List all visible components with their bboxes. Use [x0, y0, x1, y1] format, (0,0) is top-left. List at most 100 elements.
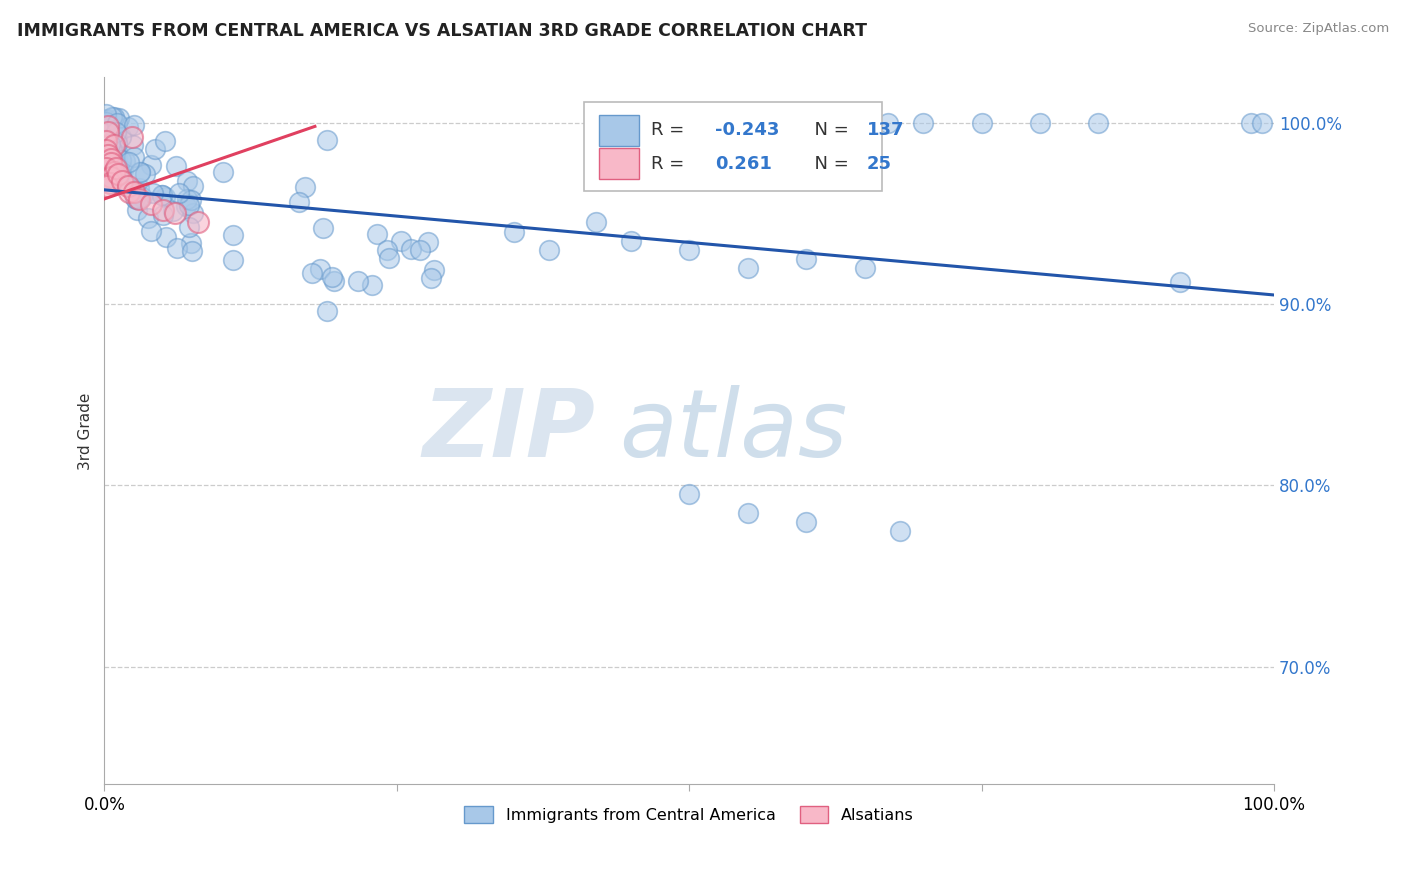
Point — [420, 271, 443, 285]
Point — [122, 118, 145, 132]
Point — [180, 193, 202, 207]
Y-axis label: 3rd Grade: 3rd Grade — [79, 392, 93, 469]
Point — [103, 153, 125, 168]
Point — [1251, 116, 1274, 130]
Point — [312, 220, 335, 235]
Text: Source: ZipAtlas.com: Source: ZipAtlas.com — [1249, 22, 1389, 36]
Point — [702, 116, 724, 130]
Point — [98, 176, 121, 190]
Point — [139, 158, 162, 172]
Point — [108, 111, 131, 125]
Point — [152, 202, 174, 217]
Point — [105, 136, 128, 150]
Point — [96, 112, 118, 127]
Point — [321, 270, 343, 285]
Point — [94, 144, 117, 158]
Point — [122, 185, 145, 199]
Point — [94, 119, 117, 133]
Point — [98, 137, 121, 152]
Point — [128, 165, 150, 179]
Point — [97, 141, 120, 155]
Text: N =: N = — [803, 154, 853, 173]
Point — [117, 179, 139, 194]
Point — [128, 181, 150, 195]
Point — [100, 152, 122, 166]
Point — [1170, 275, 1192, 289]
FancyBboxPatch shape — [599, 115, 638, 146]
Point — [141, 197, 163, 211]
Point — [121, 137, 143, 152]
Point — [100, 155, 122, 169]
Point — [97, 125, 120, 139]
Text: ZIP: ZIP — [423, 385, 596, 477]
Point — [142, 186, 165, 201]
Point — [128, 192, 150, 206]
Point — [181, 178, 204, 193]
Point — [96, 107, 118, 121]
Point — [111, 163, 134, 178]
Point — [346, 274, 368, 288]
Point — [181, 205, 204, 219]
Text: R =: R = — [651, 154, 689, 173]
Point — [94, 161, 117, 176]
Point — [316, 304, 339, 318]
Point — [97, 163, 120, 178]
Point — [94, 153, 117, 168]
Point — [970, 116, 993, 130]
Point — [177, 198, 200, 212]
Point — [163, 206, 186, 220]
Point — [94, 115, 117, 129]
Point — [537, 243, 560, 257]
Point — [97, 139, 120, 153]
Point — [101, 156, 124, 170]
Point — [322, 274, 344, 288]
Point — [125, 193, 148, 207]
Point — [174, 199, 197, 213]
Point — [375, 243, 398, 257]
Point — [222, 228, 245, 243]
Point — [877, 116, 900, 130]
Point — [294, 180, 316, 194]
Point — [176, 173, 198, 187]
Point — [143, 142, 166, 156]
Point — [112, 177, 135, 191]
Point — [772, 116, 794, 130]
Point — [1239, 116, 1261, 130]
Point — [111, 174, 134, 188]
Point — [97, 120, 120, 134]
Point — [678, 243, 700, 257]
Point — [418, 235, 440, 249]
Point — [165, 159, 187, 173]
Point — [853, 116, 876, 130]
Point — [94, 134, 117, 148]
Point — [366, 227, 388, 241]
Point — [107, 151, 129, 165]
Point — [101, 161, 124, 176]
Point — [187, 215, 209, 229]
Point — [118, 185, 141, 199]
Point — [176, 192, 198, 206]
Point — [818, 116, 841, 130]
Text: 25: 25 — [868, 154, 891, 173]
Point — [853, 260, 876, 275]
Point — [131, 190, 153, 204]
Point — [155, 135, 177, 149]
Point — [94, 136, 117, 151]
Point — [114, 153, 136, 168]
Point — [737, 506, 759, 520]
Text: R =: R = — [651, 121, 689, 139]
Point — [98, 136, 121, 150]
Point — [105, 161, 128, 175]
Point — [152, 188, 174, 202]
Point — [110, 153, 132, 167]
Point — [737, 116, 759, 130]
Point — [94, 149, 117, 163]
Point — [94, 120, 117, 135]
Point — [96, 112, 118, 126]
Point — [179, 220, 201, 235]
Point — [167, 186, 190, 200]
Point — [737, 260, 759, 275]
Point — [97, 138, 120, 153]
Point — [105, 116, 128, 130]
Point — [94, 150, 117, 164]
